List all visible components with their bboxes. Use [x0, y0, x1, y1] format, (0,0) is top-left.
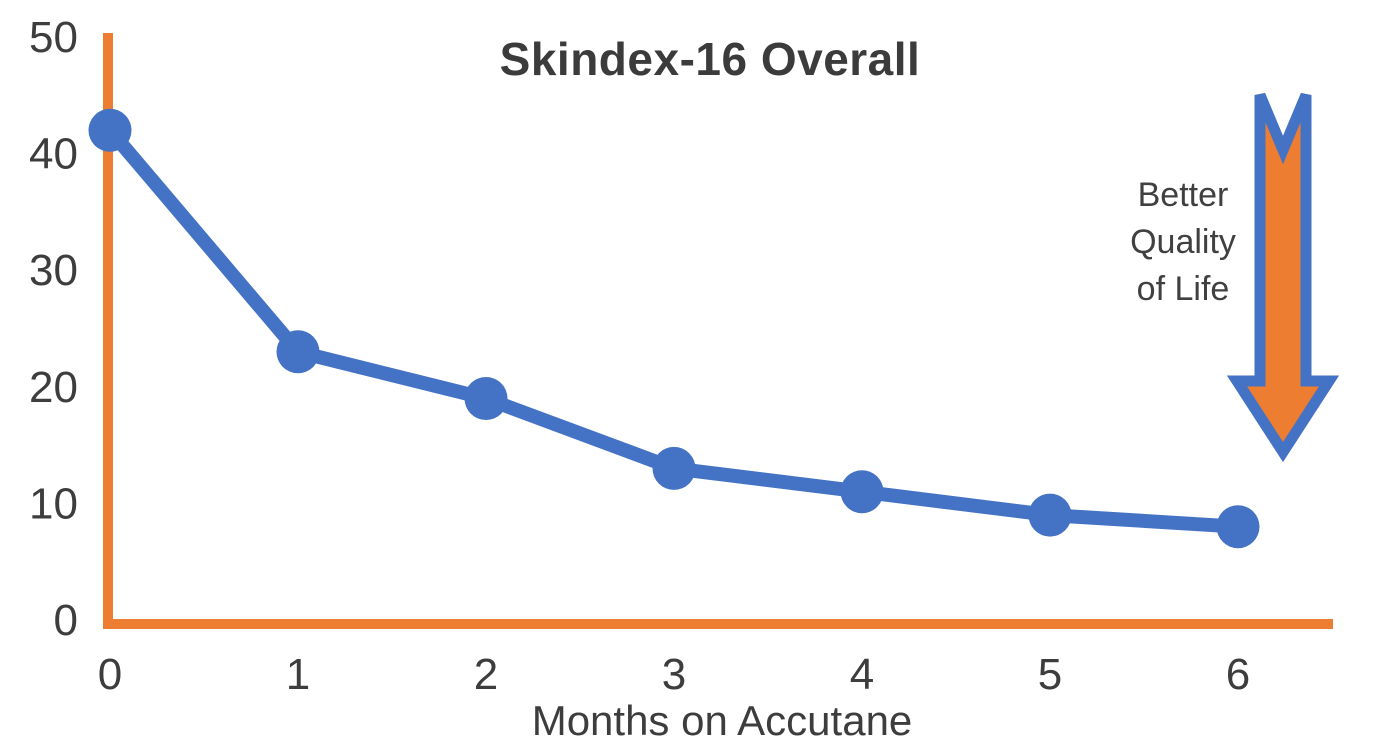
y-tick-label: 50 — [29, 13, 78, 62]
x-tick-label: 6 — [1226, 650, 1250, 699]
x-axis-title: Months on Accutane — [531, 697, 913, 744]
x-tick-label: 5 — [1038, 650, 1062, 699]
y-tick-label: 20 — [29, 363, 78, 412]
data-point — [840, 470, 884, 514]
annotation-better-quality-of-life: Better Quality of Life — [1130, 172, 1236, 313]
y-tick-label: 30 — [29, 246, 78, 295]
arrow-layer — [1226, 92, 1340, 463]
annotation-line: Better — [1137, 176, 1229, 214]
y-tick-label: 10 — [29, 479, 78, 528]
x-tick-label: 0 — [98, 650, 122, 699]
y-tick-label: 40 — [29, 130, 78, 179]
ticks-layer: 0 10 20 30 40 50 0 1 2 3 4 5 6 — [29, 13, 1250, 699]
data-point — [276, 330, 320, 374]
y-axis-line — [103, 33, 113, 629]
down-arrow-icon — [1226, 92, 1340, 463]
x-tick-label: 1 — [286, 650, 310, 699]
data-point — [88, 108, 132, 152]
data-point — [1216, 505, 1260, 549]
x-tick-label: 3 — [662, 650, 686, 699]
data-point — [1028, 493, 1072, 537]
data-point — [652, 446, 696, 490]
annotation-line: Quality — [1130, 223, 1236, 261]
x-tick-label: 2 — [474, 650, 498, 699]
y-tick-label: 0 — [54, 596, 78, 645]
axes-layer — [103, 33, 1333, 629]
x-axis-line — [103, 619, 1333, 629]
chart-title: Skindex-16 Overall — [499, 33, 921, 85]
data-point — [464, 377, 508, 420]
series-layer — [88, 108, 1260, 549]
x-tick-label: 4 — [850, 650, 874, 699]
annotation-line: of Life — [1136, 270, 1230, 308]
